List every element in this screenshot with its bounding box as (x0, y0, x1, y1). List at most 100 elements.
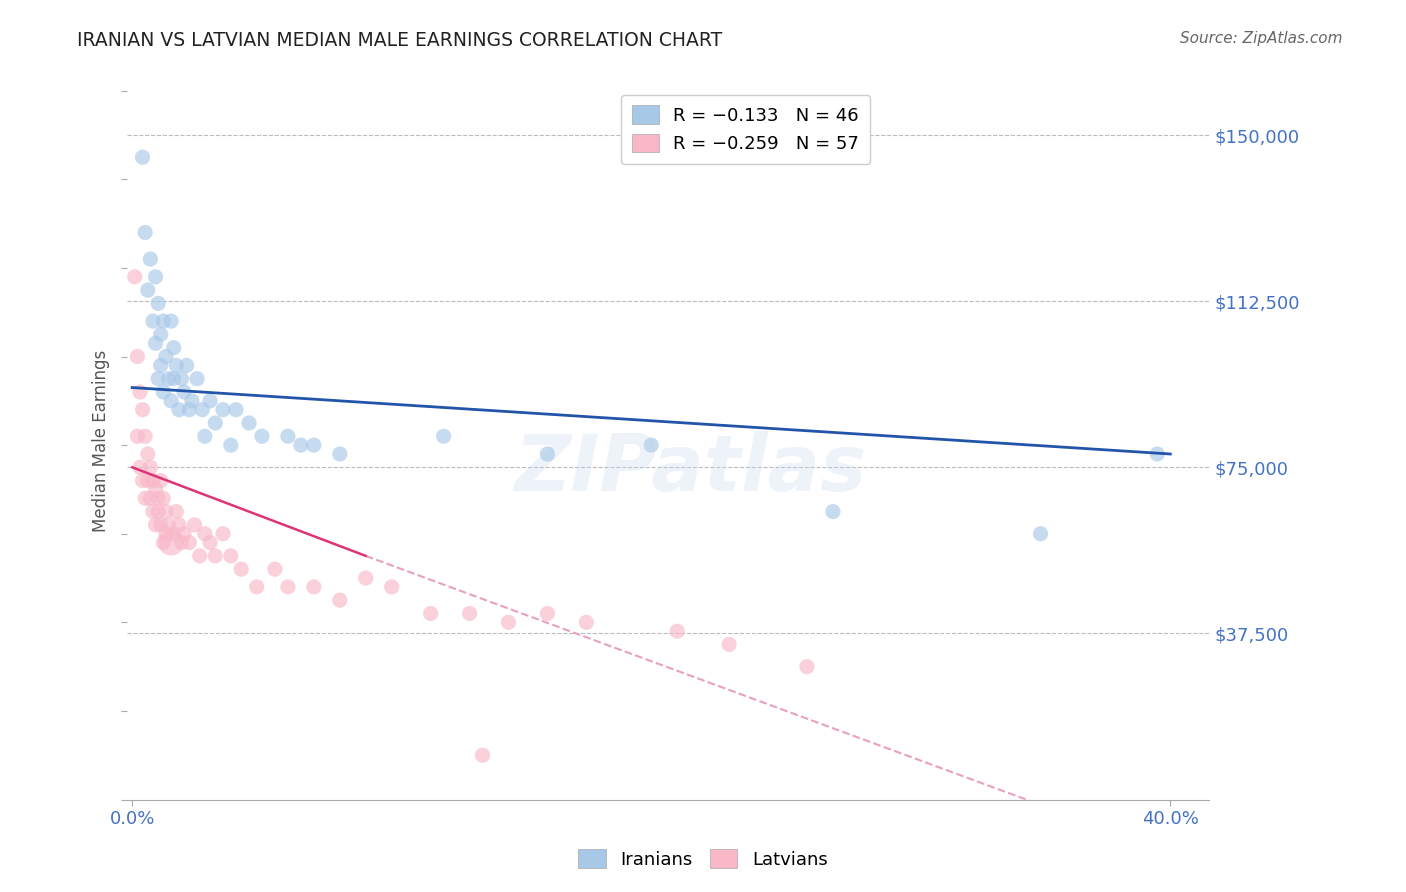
Point (354, 571, 377, 585)
Point (134, 226, 156, 240)
Point (170, 535, 193, 549)
Point (198, 393, 221, 408)
Point (796, 659, 818, 673)
Point (149, 359, 172, 373)
Point (131, 150, 153, 164)
Point (149, 474, 172, 488)
Point (155, 505, 177, 519)
Point (433, 429, 456, 443)
Point (204, 549, 226, 563)
Point (212, 526, 235, 541)
Point (250, 429, 273, 443)
Text: ZIPatlas: ZIPatlas (513, 432, 866, 508)
Point (194, 526, 217, 541)
Point (131, 474, 153, 488)
Point (146, 491, 169, 506)
Point (498, 615, 520, 630)
Point (134, 491, 156, 506)
Legend: R = −0.133   N = 46, R = −0.259   N = 57: R = −0.133 N = 46, R = −0.259 N = 57 (621, 95, 870, 164)
Point (191, 402, 214, 417)
Point (219, 549, 242, 563)
Point (149, 517, 172, 532)
Point (142, 474, 165, 488)
Point (167, 402, 190, 417)
Point (179, 402, 201, 417)
Point (157, 372, 180, 386)
Point (536, 607, 558, 621)
Point (163, 526, 186, 541)
Point (157, 517, 180, 532)
Point (146, 296, 169, 310)
Point (146, 505, 169, 519)
Point (134, 429, 156, 443)
Point (152, 535, 174, 549)
Point (194, 429, 217, 443)
Point (124, 269, 146, 284)
Point (176, 359, 198, 373)
Point (149, 327, 172, 342)
Point (180, 393, 202, 408)
Point (155, 526, 177, 541)
Point (277, 429, 299, 443)
Point (160, 393, 183, 408)
Point (718, 638, 741, 652)
Point (170, 372, 193, 386)
Point (419, 607, 441, 621)
Point (1029, 526, 1052, 541)
Point (212, 402, 235, 417)
Point (640, 438, 662, 452)
Point (536, 447, 558, 461)
Point (145, 517, 167, 532)
Point (821, 505, 844, 519)
Point (165, 505, 187, 519)
Point (142, 314, 165, 328)
Point (188, 549, 211, 563)
Point (160, 314, 183, 328)
Point (173, 526, 195, 541)
Point (183, 517, 205, 532)
Text: IRANIAN VS LATVIAN MEDIAN MALE EARNINGS CORRELATION CHART: IRANIAN VS LATVIAN MEDIAN MALE EARNINGS … (77, 31, 723, 50)
Point (246, 580, 269, 594)
Point (198, 535, 221, 549)
Point (179, 535, 201, 549)
Point (264, 562, 287, 576)
Point (173, 384, 195, 399)
Y-axis label: Median Male Earnings: Median Male Earnings (93, 350, 110, 532)
Point (381, 580, 404, 594)
Point (131, 402, 153, 417)
Legend: Iranians, Latvians: Iranians, Latvians (571, 842, 835, 876)
Point (142, 505, 165, 519)
Point (155, 350, 177, 364)
Point (129, 460, 152, 475)
Point (302, 580, 325, 594)
Point (471, 748, 494, 763)
Point (666, 624, 689, 639)
Point (163, 341, 186, 355)
Point (163, 372, 186, 386)
Point (458, 607, 481, 621)
Point (575, 615, 598, 630)
Point (145, 269, 167, 284)
Point (139, 252, 162, 266)
Point (302, 438, 325, 452)
Point (136, 283, 159, 297)
Point (136, 474, 159, 488)
Point (238, 416, 260, 430)
Point (290, 438, 312, 452)
Point (152, 491, 174, 506)
Point (219, 438, 242, 452)
Point (277, 580, 299, 594)
Point (1146, 447, 1168, 461)
Point (167, 517, 190, 532)
Point (127, 350, 149, 364)
Point (186, 372, 208, 386)
Text: Source: ZipAtlas.com: Source: ZipAtlas.com (1180, 31, 1343, 46)
Point (329, 593, 352, 607)
Point (152, 314, 174, 328)
Point (146, 372, 169, 386)
Point (139, 491, 162, 506)
Point (127, 429, 149, 443)
Point (165, 359, 187, 373)
Point (204, 416, 226, 430)
Point (152, 384, 174, 399)
